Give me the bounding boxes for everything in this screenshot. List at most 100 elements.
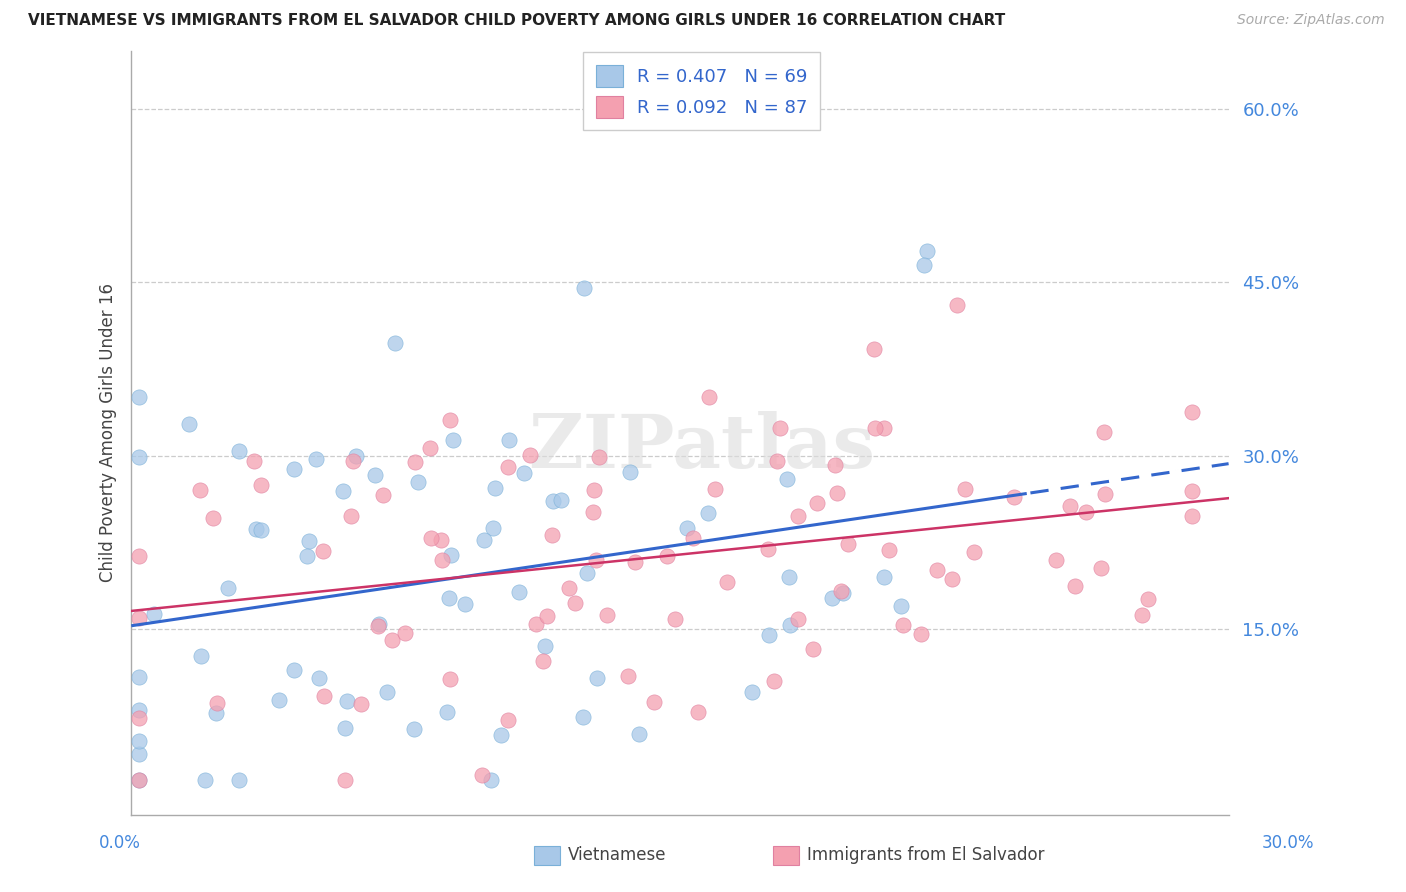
Point	[128, 772, 150, 787]
Point	[243, 454, 266, 468]
Point	[806, 496, 828, 510]
Point	[1059, 499, 1081, 513]
Point	[917, 244, 939, 259]
Point	[763, 674, 786, 689]
Point	[1064, 579, 1087, 593]
Point	[910, 627, 932, 641]
Text: Source: ZipAtlas.com: Source: ZipAtlas.com	[1237, 13, 1385, 28]
Point	[571, 710, 593, 724]
Y-axis label: Child Poverty Among Girls Under 16: Child Poverty Among Girls Under 16	[100, 283, 117, 582]
Point	[482, 521, 505, 535]
Point	[179, 417, 201, 432]
Point	[128, 549, 150, 563]
Text: 30.0%: 30.0%	[1263, 834, 1315, 852]
Point	[454, 597, 477, 611]
Point	[430, 533, 453, 547]
Point	[1181, 484, 1204, 499]
Point	[778, 570, 800, 584]
Point	[831, 586, 853, 600]
Text: ZIPatlas: ZIPatlas	[529, 411, 876, 484]
Point	[128, 611, 150, 625]
Point	[371, 488, 394, 502]
Point	[891, 618, 914, 632]
Point	[779, 618, 801, 632]
Point	[925, 563, 948, 577]
Text: Immigrants from El Salvador: Immigrants from El Salvador	[807, 847, 1045, 864]
Point	[128, 734, 150, 748]
Point	[827, 485, 849, 500]
Point	[381, 633, 404, 648]
Point	[676, 521, 699, 535]
Point	[536, 608, 558, 623]
Point	[912, 258, 935, 272]
Point	[305, 451, 328, 466]
Point	[368, 617, 391, 632]
Point	[863, 420, 886, 434]
Point	[128, 450, 150, 465]
Point	[863, 342, 886, 356]
Point	[205, 706, 228, 720]
Point	[801, 642, 824, 657]
Point	[955, 482, 977, 496]
Point	[623, 555, 645, 569]
Point	[128, 711, 150, 725]
Point	[776, 472, 799, 486]
Point	[619, 465, 641, 479]
Point	[508, 585, 530, 599]
Point	[696, 507, 718, 521]
Point	[1045, 553, 1067, 567]
Point	[513, 466, 536, 480]
Point	[437, 591, 460, 606]
Point	[1136, 592, 1159, 607]
Point	[655, 549, 678, 563]
Point	[128, 772, 150, 787]
Point	[339, 509, 361, 524]
Point	[228, 772, 250, 787]
Point	[436, 705, 458, 719]
Point	[872, 570, 894, 584]
Point	[332, 483, 354, 498]
Text: VIETNAMESE VS IMMIGRANTS FROM EL SALVADOR CHILD POVERTY AMONG GIRLS UNDER 16 COR: VIETNAMESE VS IMMIGRANTS FROM EL SALVADO…	[28, 13, 1005, 29]
Point	[336, 694, 359, 708]
Point	[404, 722, 426, 736]
Text: Vietnamese: Vietnamese	[568, 847, 666, 864]
Point	[484, 481, 506, 495]
Point	[479, 772, 502, 787]
Point	[471, 768, 494, 782]
Point	[190, 649, 212, 664]
Point	[541, 527, 564, 541]
Point	[432, 552, 454, 566]
Point	[519, 448, 541, 462]
Point	[941, 572, 963, 586]
Point	[1130, 607, 1153, 622]
Point	[643, 695, 665, 709]
Point	[375, 685, 398, 699]
Point	[704, 482, 727, 496]
Point	[217, 581, 239, 595]
Point	[582, 505, 605, 519]
Point	[766, 454, 789, 468]
Point	[533, 640, 555, 654]
Point	[419, 531, 441, 545]
Point	[333, 721, 356, 735]
Point	[575, 566, 598, 580]
Point	[586, 671, 609, 685]
Point	[616, 669, 638, 683]
Text: 0.0%: 0.0%	[98, 834, 141, 852]
Point	[558, 581, 581, 595]
Point	[821, 591, 844, 606]
Point	[1181, 405, 1204, 419]
Point	[890, 599, 912, 613]
Point	[245, 522, 267, 536]
Point	[697, 391, 720, 405]
Point	[250, 478, 273, 492]
Point	[1074, 505, 1097, 519]
Point	[439, 672, 461, 686]
Point	[314, 689, 336, 703]
Point	[758, 627, 780, 641]
Point	[367, 618, 389, 632]
Point	[946, 298, 969, 312]
Point	[1092, 425, 1115, 439]
Point	[408, 475, 430, 490]
Point	[572, 281, 595, 295]
